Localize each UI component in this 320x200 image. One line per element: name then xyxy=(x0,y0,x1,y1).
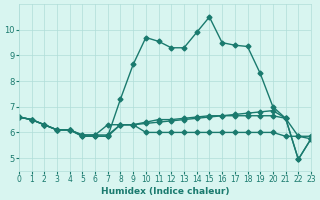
X-axis label: Humidex (Indice chaleur): Humidex (Indice chaleur) xyxy=(101,187,229,196)
